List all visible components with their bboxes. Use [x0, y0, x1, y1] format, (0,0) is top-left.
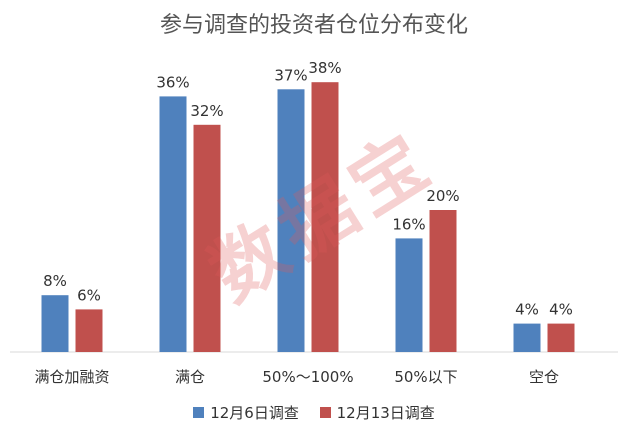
data-label-series-1-cat-1: 8% [43, 272, 67, 290]
data-label-series-1-cat-5: 4% [515, 301, 539, 319]
bar-series-1-cat-4 [395, 238, 423, 352]
x-tick-label-5: 空仓 [529, 368, 559, 386]
legend-label-series-1: 12月6日调查 [210, 404, 299, 422]
legend: 12月6日调查 12月13日调查 [0, 402, 628, 423]
legend-swatch-series-2 [319, 407, 331, 418]
bar-series-1-cat-1 [41, 295, 69, 352]
data-label-series-2-cat-2: 32% [190, 102, 223, 120]
bar-series-1-cat-2 [159, 96, 187, 353]
data-label-series-1-cat-4: 16% [392, 215, 425, 233]
data-label-series-1-cat-2: 36% [156, 73, 189, 91]
legend-item-series-1: 12月6日调查 [193, 402, 299, 423]
bar-series-2-cat-5 [547, 323, 575, 352]
bar-series-2-cat-1 [75, 309, 103, 352]
legend-item-series-2: 12月13日调查 [319, 402, 435, 423]
x-tick-label-4: 50%以下 [394, 368, 457, 386]
bar-series-1-cat-3 [277, 89, 305, 353]
data-label-series-2-cat-4: 20% [426, 187, 459, 205]
data-label-series-2-cat-5: 4% [549, 301, 573, 319]
data-label-series-2-cat-3: 38% [308, 59, 341, 77]
x-tick-label-1: 满仓加融资 [34, 368, 109, 386]
bar-series-2-cat-4 [429, 210, 457, 352]
chart-title: 参与调查的投资者仓位分布变化 [160, 13, 468, 38]
legend-label-series-2: 12月13日调查 [336, 404, 435, 422]
legend-swatch-series-1 [193, 407, 205, 418]
data-label-series-2-cat-1: 6% [77, 286, 101, 304]
bar-series-2-cat-3 [311, 82, 339, 352]
bar-series-1-cat-5 [513, 323, 541, 352]
bars-group: 8% 6% 36%32% 37% 38% 16%20% 4% 4% [41, 59, 575, 353]
bar-series-2-cat-2 [193, 124, 221, 352]
x-tick-labels: 满仓加融资 满仓 50%～100% 50%以下 空仓 [34, 368, 559, 386]
x-tick-label-2: 满仓 [175, 368, 205, 386]
data-label-series-1-cat-3: 37% [274, 66, 307, 84]
x-tick-label-3: 50%～100% [262, 368, 353, 386]
